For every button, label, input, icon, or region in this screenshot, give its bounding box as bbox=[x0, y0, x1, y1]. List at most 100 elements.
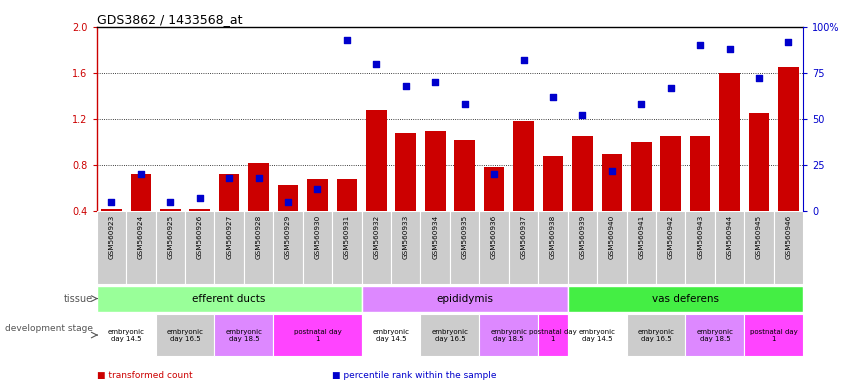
Bar bbox=[219, 174, 240, 211]
Bar bbox=[307, 179, 328, 211]
FancyBboxPatch shape bbox=[420, 314, 479, 356]
Text: GDS3862 / 1433568_at: GDS3862 / 1433568_at bbox=[97, 13, 242, 26]
Text: GSM560942: GSM560942 bbox=[668, 215, 674, 259]
Text: GSM560935: GSM560935 bbox=[462, 215, 468, 259]
Text: GSM560931: GSM560931 bbox=[344, 215, 350, 259]
Bar bbox=[631, 142, 652, 211]
FancyBboxPatch shape bbox=[362, 286, 568, 311]
FancyBboxPatch shape bbox=[627, 314, 685, 356]
Text: ■ percentile rank within the sample: ■ percentile rank within the sample bbox=[332, 371, 497, 380]
Point bbox=[575, 112, 589, 118]
Point bbox=[134, 171, 147, 177]
FancyBboxPatch shape bbox=[244, 211, 273, 284]
FancyBboxPatch shape bbox=[627, 211, 656, 284]
Bar bbox=[278, 185, 299, 211]
Point bbox=[163, 199, 177, 205]
FancyBboxPatch shape bbox=[420, 211, 450, 284]
Text: epididymis: epididymis bbox=[436, 293, 493, 304]
Bar bbox=[101, 209, 122, 211]
FancyBboxPatch shape bbox=[97, 211, 126, 284]
Bar bbox=[690, 136, 711, 211]
Point bbox=[428, 79, 442, 85]
Text: efferent ducts: efferent ducts bbox=[193, 293, 266, 304]
Point bbox=[340, 37, 353, 43]
Point bbox=[251, 175, 265, 181]
Text: ■ transformed count: ■ transformed count bbox=[97, 371, 193, 380]
Bar bbox=[189, 209, 210, 211]
Text: postnatal day
1: postnatal day 1 bbox=[294, 329, 341, 341]
Bar bbox=[778, 67, 799, 211]
Point bbox=[693, 42, 706, 48]
Point bbox=[605, 167, 618, 174]
Point bbox=[752, 75, 765, 81]
FancyBboxPatch shape bbox=[538, 314, 568, 356]
Text: GSM560943: GSM560943 bbox=[697, 215, 703, 259]
Text: embryonic
day 14.5: embryonic day 14.5 bbox=[579, 329, 616, 341]
FancyBboxPatch shape bbox=[744, 314, 803, 356]
FancyBboxPatch shape bbox=[656, 211, 685, 284]
Point bbox=[664, 84, 677, 91]
Text: embryonic
day 18.5: embryonic day 18.5 bbox=[225, 329, 262, 341]
Bar bbox=[336, 179, 357, 211]
Bar bbox=[748, 113, 770, 211]
FancyBboxPatch shape bbox=[568, 286, 803, 311]
Point bbox=[399, 83, 412, 89]
Bar bbox=[366, 110, 387, 211]
Bar bbox=[425, 131, 446, 211]
Text: embryonic
day 18.5: embryonic day 18.5 bbox=[696, 329, 733, 341]
FancyBboxPatch shape bbox=[362, 211, 391, 284]
Bar bbox=[130, 174, 151, 211]
FancyBboxPatch shape bbox=[744, 211, 774, 284]
Point bbox=[487, 171, 500, 177]
Point bbox=[104, 199, 118, 205]
Bar bbox=[513, 121, 534, 211]
Bar bbox=[454, 140, 475, 211]
Bar bbox=[660, 136, 681, 211]
Text: GSM560938: GSM560938 bbox=[550, 215, 556, 259]
FancyBboxPatch shape bbox=[97, 314, 156, 356]
FancyBboxPatch shape bbox=[126, 211, 156, 284]
FancyBboxPatch shape bbox=[479, 211, 509, 284]
FancyBboxPatch shape bbox=[156, 211, 185, 284]
Point bbox=[369, 61, 383, 67]
FancyBboxPatch shape bbox=[774, 211, 803, 284]
Text: vas deferens: vas deferens bbox=[652, 293, 719, 304]
Text: GSM560939: GSM560939 bbox=[579, 215, 585, 259]
Text: GSM560940: GSM560940 bbox=[609, 215, 615, 259]
FancyBboxPatch shape bbox=[332, 211, 362, 284]
Point bbox=[458, 101, 471, 108]
Text: GSM560941: GSM560941 bbox=[638, 215, 644, 259]
Bar bbox=[248, 163, 269, 211]
Text: GSM560944: GSM560944 bbox=[727, 215, 733, 259]
Point bbox=[634, 101, 648, 108]
Point bbox=[193, 195, 206, 201]
Text: GSM560927: GSM560927 bbox=[226, 215, 232, 259]
Point bbox=[722, 46, 736, 52]
Text: GSM560929: GSM560929 bbox=[285, 215, 291, 259]
Text: tissue: tissue bbox=[63, 293, 93, 304]
Text: GSM560933: GSM560933 bbox=[403, 215, 409, 259]
FancyBboxPatch shape bbox=[538, 211, 568, 284]
Text: GSM560924: GSM560924 bbox=[138, 215, 144, 259]
FancyBboxPatch shape bbox=[185, 211, 214, 284]
Point bbox=[781, 38, 795, 45]
Text: development stage: development stage bbox=[4, 324, 93, 333]
Text: GSM560932: GSM560932 bbox=[373, 215, 379, 259]
Text: GSM560937: GSM560937 bbox=[521, 215, 526, 259]
FancyBboxPatch shape bbox=[391, 211, 420, 284]
FancyBboxPatch shape bbox=[509, 211, 538, 284]
FancyBboxPatch shape bbox=[479, 314, 538, 356]
Text: embryonic
day 16.5: embryonic day 16.5 bbox=[167, 329, 204, 341]
Text: GSM560934: GSM560934 bbox=[432, 215, 438, 259]
Bar bbox=[719, 73, 740, 211]
FancyBboxPatch shape bbox=[597, 211, 627, 284]
FancyBboxPatch shape bbox=[273, 314, 362, 356]
Text: GSM560930: GSM560930 bbox=[315, 215, 320, 259]
Bar bbox=[542, 156, 563, 211]
Text: GSM560926: GSM560926 bbox=[197, 215, 203, 259]
Text: postnatal day
1: postnatal day 1 bbox=[750, 329, 797, 341]
Text: embryonic
day 14.5: embryonic day 14.5 bbox=[373, 329, 410, 341]
Point bbox=[546, 94, 559, 100]
Text: GSM560928: GSM560928 bbox=[256, 215, 262, 259]
Bar bbox=[572, 136, 593, 211]
